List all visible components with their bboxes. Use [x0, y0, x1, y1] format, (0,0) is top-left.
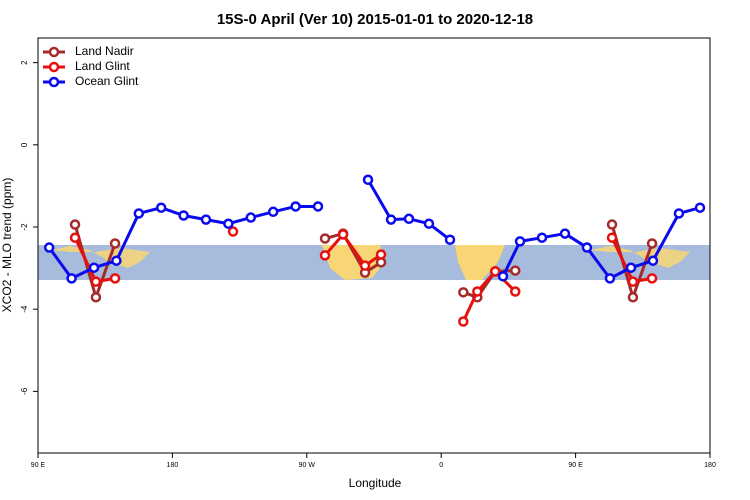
data-point	[423, 218, 435, 229]
data-point	[606, 232, 618, 243]
data-point	[646, 273, 658, 284]
data-point	[178, 210, 189, 221]
data-point	[444, 234, 456, 245]
data-point	[559, 228, 571, 239]
data-point	[319, 250, 331, 261]
chart-title: 15S-0 April (Ver 10) 2015-01-01 to 2020-…	[217, 11, 533, 28]
data-point	[133, 208, 145, 219]
y-tick-label: 0	[20, 142, 29, 147]
x-tick-label: 0	[439, 462, 443, 469]
data-point	[647, 255, 659, 266]
data-point	[604, 273, 616, 284]
data-point	[490, 266, 501, 277]
data-point	[510, 265, 521, 276]
data-point	[109, 273, 121, 284]
data-point	[627, 276, 639, 287]
data-point	[472, 286, 483, 297]
data-point	[90, 276, 102, 287]
data-point	[497, 271, 509, 282]
y-tick-label: -2	[20, 223, 29, 231]
data-point	[69, 219, 81, 230]
data-point	[337, 229, 349, 240]
data-point	[625, 262, 637, 273]
data-point	[267, 206, 279, 218]
data-point	[90, 292, 102, 303]
y-tick-label: 2	[20, 60, 29, 65]
data-point	[375, 249, 387, 260]
x-tick-label: 90 W	[299, 462, 316, 469]
data-point	[43, 242, 55, 253]
data-point	[385, 214, 397, 225]
data-point	[458, 316, 469, 327]
y-axis-label: XCO2 - MLO trend (ppm)	[0, 178, 14, 313]
data-point	[646, 238, 658, 249]
data-point	[109, 238, 121, 249]
data-point	[312, 201, 324, 212]
data-point	[536, 232, 548, 243]
data-point	[359, 260, 371, 271]
x-axis-label: Longitude	[349, 476, 402, 490]
data-point	[227, 226, 239, 237]
x-tick-label: 90 E	[568, 462, 583, 469]
data-point	[627, 292, 639, 303]
legend-marker	[48, 76, 60, 88]
data-point	[111, 255, 122, 266]
legend-marker	[48, 61, 60, 73]
data-point	[514, 236, 526, 247]
data-point	[694, 202, 706, 213]
plot-frame	[37, 37, 711, 454]
y-tick-label: -4	[20, 305, 29, 313]
x-tick-label: 90 E	[31, 462, 46, 469]
data-point	[200, 214, 212, 225]
data-point	[223, 218, 234, 229]
data-point	[581, 242, 593, 253]
data-point	[155, 202, 167, 213]
x-tick-label: 180	[167, 462, 179, 469]
data-point	[362, 174, 374, 186]
legend-label: Land Glint	[75, 59, 130, 73]
data-point	[606, 219, 618, 230]
data-point	[458, 287, 469, 298]
legend-marker	[48, 46, 60, 58]
legend-label: Land Nadir	[75, 44, 134, 58]
data-point	[245, 212, 257, 223]
data-point	[319, 233, 331, 244]
data-point	[403, 213, 415, 225]
y-tick-label: -6	[20, 387, 29, 395]
legend-label: Ocean Glint	[75, 74, 139, 88]
data-point	[88, 262, 100, 273]
data-point	[673, 208, 685, 219]
data-point	[66, 273, 77, 284]
data-point	[510, 286, 521, 297]
data-point	[69, 232, 81, 243]
x-tick-label: 180	[704, 462, 716, 469]
data-point	[290, 201, 301, 212]
